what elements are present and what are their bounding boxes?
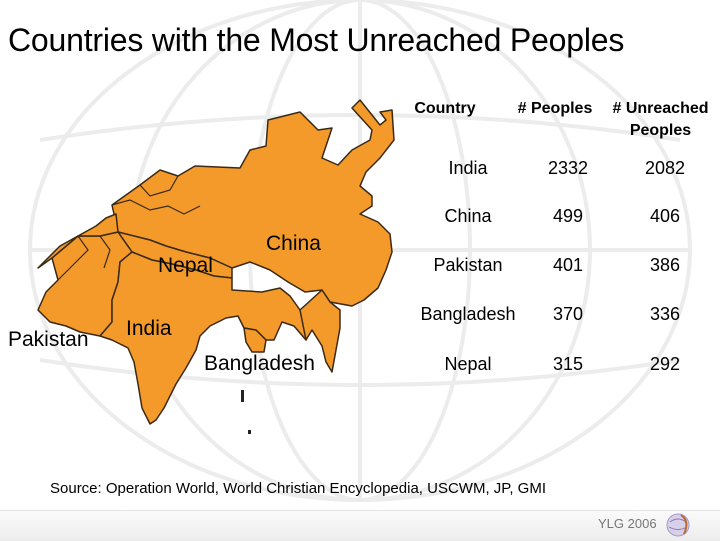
map-label-china: China [266,232,321,255]
cell-country: Nepal [444,354,492,374]
header-peoples: # Peoples [517,100,593,117]
source-note: Source: Operation World, World Christian… [50,480,547,497]
cell-unreached: 406 [649,206,681,226]
cell-unreached: 386 [649,255,681,275]
afghanistan-shape [37,213,119,269]
cell-country: India [448,158,488,178]
cell-country: Pakistan [433,255,503,275]
map-label-india: India [126,317,172,340]
cell-country: China [444,206,492,226]
bangladesh-shape [243,327,267,353]
map-label-nepal: Nepal [158,254,213,277]
border-line-0 [111,199,201,215]
footer-bar [0,510,720,541]
cell-country: Bangladesh [420,304,516,324]
cell-peoples: 370 [552,304,584,324]
island-2 [248,430,251,434]
globe-logo-icon [666,513,690,537]
myanmar-shape [299,289,341,373]
border-line-1 [139,175,179,197]
cell-peoples: 2332 [547,158,589,178]
footer-brand: YLG 2006 [598,516,657,531]
island-1 [241,390,244,402]
cell-peoples: 401 [552,255,584,275]
border-line-3 [99,235,111,269]
cell-peoples: 499 [552,206,584,226]
cell-unreached: 2082 [644,158,686,178]
cell-unreached: 292 [649,354,681,374]
india-shape [99,251,311,425]
header-unreached: # Unreached Peoples [612,100,709,139]
page-title: Countries with the Most Unreached People… [8,22,625,58]
header-country: Country [414,100,476,117]
border-line-2 [57,235,89,281]
map-label-pakistan: Pakistan [8,328,89,351]
cell-peoples: 315 [552,354,584,374]
map-label-bangladesh: Bangladesh [204,352,315,375]
cell-unreached: 336 [649,304,681,324]
china-shape [111,99,395,307]
